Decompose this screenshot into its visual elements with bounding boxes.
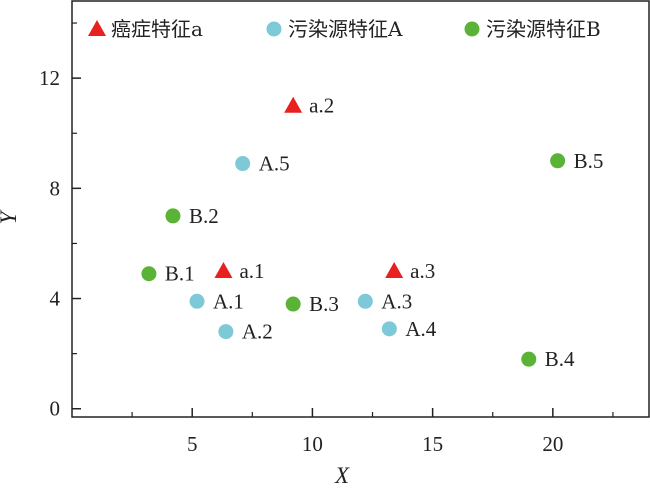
data-point-a-5: [235, 156, 251, 172]
point-label: a.2: [309, 94, 334, 118]
point-label: a.3: [410, 259, 435, 283]
legend-marker: [464, 21, 480, 37]
legend-label: 污染源特征A: [288, 17, 403, 41]
legend: 癌症特征a 污染源特征A 污染源特征B: [88, 17, 601, 41]
x-tick-label: 10: [302, 432, 323, 456]
legend-label: 污染源特征B: [486, 17, 601, 41]
legend-label: 癌症特征a: [111, 17, 203, 41]
data-point-b-1: [141, 266, 157, 282]
point-label: B.3: [309, 292, 339, 316]
data-point-a-3: [385, 261, 404, 279]
y-tick-label: 4: [50, 287, 61, 311]
legend-marker: [88, 20, 106, 37]
data-point-a-1: [189, 293, 205, 309]
data-point-a-3: [357, 293, 373, 309]
legend-marker: [266, 21, 282, 37]
data-point-a-2: [284, 96, 303, 113]
y-tick-label: 12: [39, 66, 60, 90]
plot-frame: [71, 0, 650, 418]
data-points: a.1 a.2 a.3 A.1 A.2 A.3 A.4 A.5 B.1 B.2 B.3 B.4 B.5: [141, 94, 603, 371]
data-point-b-4: [521, 351, 537, 367]
point-label: B.2: [189, 204, 219, 228]
x-axis-title: X: [334, 463, 350, 488]
point-label: A.4: [405, 317, 436, 341]
data-point-b-2: [165, 208, 181, 224]
point-label: a.1: [239, 259, 264, 283]
tick-labels: 5 10 15 20 0 4 8 12: [39, 66, 563, 456]
data-point-b-3: [285, 296, 301, 312]
x-tick-label: 20: [542, 432, 563, 456]
point-label: A.3: [381, 289, 412, 313]
x-tick-label: 5: [187, 432, 198, 456]
y-tick-label: 0: [50, 397, 61, 421]
data-point-a-2: [218, 324, 234, 340]
point-label: B.5: [574, 149, 604, 173]
point-label: A.1: [213, 289, 244, 313]
y-axis-title: Y: [0, 209, 21, 224]
point-label: A.2: [242, 320, 273, 344]
data-point-b-5: [550, 153, 566, 169]
point-label: B.1: [165, 262, 195, 286]
point-label: B.4: [545, 347, 575, 371]
y-tick-label: 8: [50, 176, 61, 200]
x-tick-label: 15: [422, 432, 443, 456]
data-point-a-4: [381, 321, 397, 337]
point-label: A.5: [259, 152, 290, 176]
axis-ticks: [72, 22, 614, 417]
data-point-a-1: [214, 261, 233, 279]
